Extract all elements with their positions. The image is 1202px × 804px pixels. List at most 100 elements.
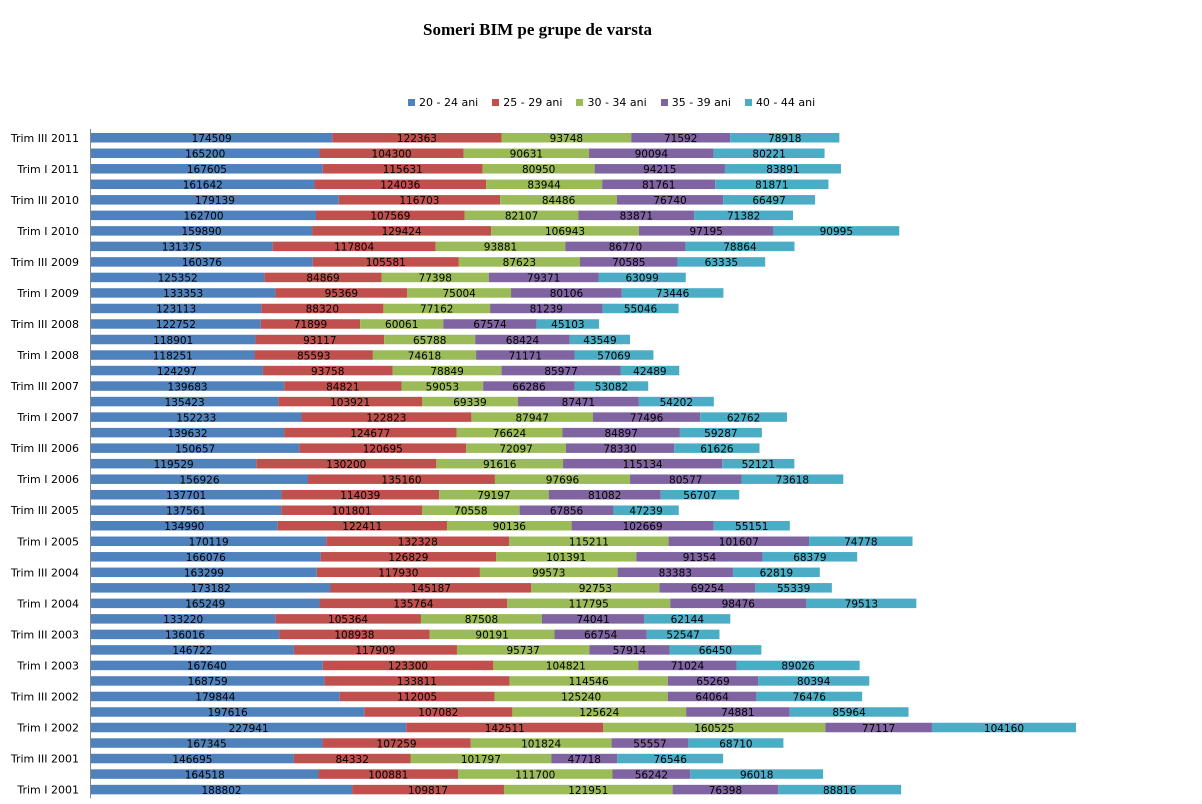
- data-label: 85977: [544, 366, 577, 378]
- data-label: 69339: [453, 397, 486, 409]
- data-label: 74881: [721, 707, 754, 719]
- bar-segment: [383, 303, 491, 314]
- data-label: 117795: [569, 599, 609, 611]
- category-tick-label: Trim I 2006: [16, 473, 79, 486]
- data-label: 77162: [420, 304, 453, 316]
- bar-segment: [636, 552, 763, 562]
- legend-item: 30 - 34 ani: [576, 96, 647, 109]
- data-label: 80394: [797, 676, 831, 688]
- bar-segment: [602, 303, 679, 314]
- data-label: 170119: [189, 537, 229, 549]
- data-label: 122411: [342, 521, 382, 533]
- data-label: 56242: [635, 769, 668, 781]
- bar-segment: [479, 567, 618, 578]
- data-label: 135764: [393, 599, 433, 611]
- bar-segment: [384, 334, 476, 345]
- data-label: 45103: [551, 319, 584, 331]
- bar-segment: [421, 396, 518, 407]
- legend-item: 20 - 24 ani: [408, 96, 478, 109]
- data-label: 101607: [719, 537, 759, 549]
- bar-segment: [446, 521, 572, 531]
- data-label: 105581: [366, 257, 406, 269]
- data-label: 87471: [562, 397, 595, 409]
- category-tick-label: Trim III 2003: [10, 628, 79, 641]
- data-label: 74041: [576, 614, 609, 626]
- data-label: 109817: [408, 785, 448, 797]
- bar-segment: [548, 489, 661, 500]
- data-label: 188802: [202, 785, 242, 797]
- bar-segment: [611, 738, 689, 748]
- bar-segment: [91, 427, 285, 438]
- bar-segment: [312, 226, 492, 236]
- data-label: 78330: [603, 443, 636, 455]
- bar-segment: [91, 489, 282, 500]
- bar-segment: [458, 257, 580, 267]
- bar-segment: [284, 427, 457, 438]
- bar-segment: [466, 443, 566, 453]
- data-label: 174509: [192, 133, 232, 145]
- data-label: 73446: [656, 288, 690, 300]
- data-label: 98476: [722, 599, 756, 611]
- bar-segment: [316, 210, 465, 221]
- data-label: 87623: [503, 257, 536, 269]
- data-label: 83944: [527, 180, 561, 192]
- data-label: 55557: [633, 738, 666, 750]
- bar-segment: [482, 164, 595, 174]
- legend-label: 30 - 34 ani: [587, 96, 647, 109]
- data-label: 85964: [832, 707, 866, 719]
- bar-segment: [308, 474, 495, 484]
- data-label: 125352: [158, 273, 198, 285]
- bar-segment: [352, 784, 504, 795]
- data-label: 121951: [568, 785, 608, 797]
- data-label: 120695: [363, 443, 403, 455]
- data-label: 146695: [172, 754, 212, 766]
- bar-segment: [621, 288, 724, 298]
- bar-segment: [435, 241, 566, 252]
- bar-segment: [541, 614, 645, 624]
- bar-segment: [293, 645, 457, 655]
- bar-segment: [330, 583, 532, 593]
- data-label: 159890: [182, 226, 222, 238]
- data-label: 47239: [629, 505, 662, 517]
- bar-segment: [565, 241, 686, 252]
- bar-segment: [672, 784, 779, 795]
- data-label: 117930: [378, 568, 418, 580]
- data-label: 79197: [477, 490, 510, 502]
- bar-segment: [407, 288, 512, 298]
- data-label: 90191: [475, 630, 508, 642]
- data-label: 104160: [984, 723, 1024, 735]
- bar-segment: [773, 226, 900, 236]
- category-tick-label: Trim I 2003: [16, 659, 79, 672]
- bar-segment: [638, 660, 737, 671]
- bar-segment: [509, 536, 669, 547]
- bar-segment: [281, 505, 423, 515]
- data-label: 179139: [195, 195, 235, 207]
- bar-segment: [463, 148, 590, 159]
- bar-segment: [730, 133, 840, 143]
- bar-segment: [475, 334, 570, 345]
- bar-segment: [91, 629, 280, 640]
- data-label: 102669: [623, 521, 663, 533]
- data-label: 111700: [515, 769, 555, 781]
- bar-segment: [578, 210, 695, 221]
- bar-segment: [483, 381, 575, 391]
- legend-item: 25 - 29 ani: [492, 96, 562, 109]
- category-tick-label: Trim III 2002: [10, 690, 79, 703]
- data-label: 68710: [719, 738, 752, 750]
- bar-segment: [571, 521, 714, 531]
- bar-segment: [322, 164, 483, 174]
- data-label: 71592: [664, 133, 697, 145]
- data-label: 90995: [820, 226, 853, 238]
- data-label: 55151: [735, 521, 768, 533]
- data-label: 88816: [823, 785, 857, 797]
- data-label: 162700: [183, 211, 223, 223]
- data-label: 42489: [633, 366, 666, 378]
- bar-segment: [91, 567, 317, 578]
- data-label: 59053: [426, 381, 459, 393]
- bar-segment: [464, 210, 579, 221]
- data-label: 84897: [604, 428, 637, 440]
- data-label: 114546: [569, 676, 609, 688]
- bar-segment: [319, 148, 464, 159]
- data-label: 67856: [550, 505, 584, 517]
- data-label: 137561: [166, 505, 206, 517]
